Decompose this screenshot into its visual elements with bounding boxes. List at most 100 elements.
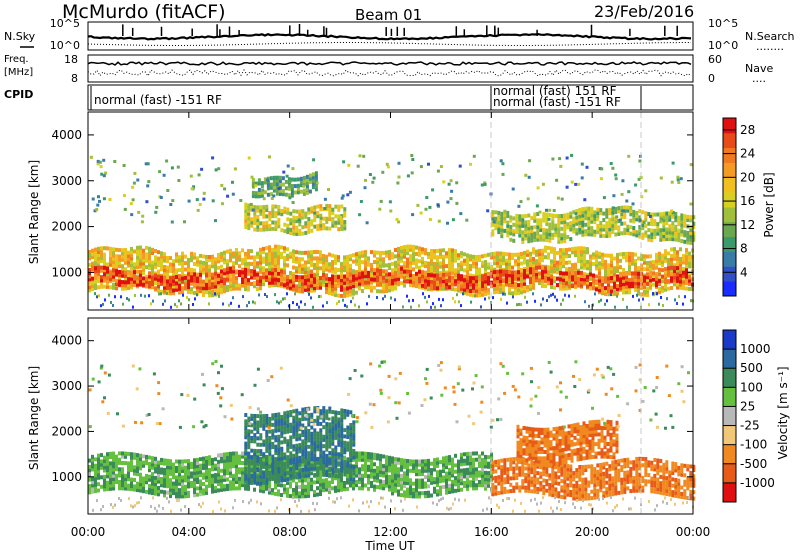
power-cell — [664, 249, 667, 253]
cpid-segment-1: normal (fast) -151 RF — [94, 93, 222, 107]
velocity-cell — [151, 472, 154, 476]
power-cell — [196, 198, 199, 201]
power-cell — [106, 246, 109, 250]
power-cell — [641, 210, 644, 214]
power-cell — [614, 233, 617, 237]
power-cell — [235, 248, 238, 252]
velocity-cell — [145, 455, 148, 459]
power-cell — [343, 207, 346, 211]
velocity-cell — [364, 484, 367, 488]
power-cell — [628, 278, 631, 282]
power-cell — [259, 276, 262, 280]
power-cell — [352, 269, 355, 273]
power-cell — [656, 213, 659, 217]
power-cell — [252, 191, 255, 195]
power-cell — [598, 276, 601, 280]
power-cell — [220, 269, 223, 273]
power-cell — [462, 292, 464, 295]
velocity-cell — [220, 475, 223, 479]
power-cell — [262, 257, 265, 261]
power-cell — [480, 305, 482, 308]
power-cell — [190, 175, 193, 178]
power-cell — [370, 250, 373, 254]
velocity-cell — [133, 484, 136, 488]
power-cell — [280, 245, 283, 249]
power-cell — [241, 258, 244, 262]
noise-tick-left-top: 10^5 — [50, 17, 80, 30]
power-cell — [683, 240, 686, 244]
power-cell — [151, 261, 154, 265]
power-cell — [132, 198, 135, 201]
power-cell — [454, 268, 457, 272]
velocity-cell — [121, 467, 124, 471]
power-cell — [258, 293, 260, 296]
power-cell — [514, 270, 517, 274]
power-cell — [217, 266, 220, 270]
power-cell — [194, 297, 196, 300]
power-cell — [403, 261, 406, 265]
power-cell — [203, 192, 206, 195]
velocity-cell — [169, 478, 172, 482]
power-cell — [610, 286, 613, 290]
power-cell — [91, 249, 94, 253]
velocity-cell — [370, 481, 373, 485]
power-cell — [280, 209, 283, 213]
velocity-cell — [136, 453, 139, 457]
power-cell — [586, 166, 589, 169]
power-cell — [596, 208, 599, 212]
power-cell — [613, 266, 616, 270]
power-cell — [133, 172, 136, 175]
power-cell — [574, 247, 577, 251]
power-cell — [402, 305, 404, 308]
power-cell — [547, 252, 550, 256]
velocity-cell — [382, 455, 385, 459]
power-cell — [682, 254, 685, 258]
velocity-cell — [145, 490, 148, 494]
power-cell — [144, 295, 146, 298]
power-cell — [670, 286, 673, 290]
power-cell — [349, 273, 352, 277]
power-cell — [646, 282, 649, 286]
power-cell — [529, 267, 532, 271]
power-cell — [442, 298, 444, 301]
velocity-cell — [226, 452, 229, 456]
power-cell — [604, 260, 607, 264]
power-cell — [340, 275, 343, 279]
power-cell — [682, 271, 685, 275]
power-cell — [463, 252, 466, 256]
nave-tick-bottom: 0 — [708, 72, 715, 85]
power-cell — [600, 167, 603, 170]
power-cell — [170, 306, 172, 309]
power-cell — [472, 255, 475, 259]
power-cell — [242, 295, 244, 298]
power-cell — [199, 273, 202, 277]
power-cell — [572, 217, 575, 221]
power-cell — [581, 176, 584, 179]
velocity-cell — [241, 452, 244, 456]
velocity-cell — [214, 457, 217, 461]
power-cell — [538, 266, 541, 270]
power-cell — [539, 211, 542, 214]
power-cell — [200, 168, 203, 171]
power-cell — [316, 250, 319, 254]
power-cell — [304, 260, 307, 264]
power-cell — [96, 204, 99, 207]
power-cell — [218, 295, 220, 298]
power-cell — [352, 289, 355, 293]
power-cell — [553, 276, 556, 280]
power-cell — [473, 155, 476, 158]
power-cell — [494, 217, 497, 221]
power-cell — [517, 253, 520, 257]
power-cell — [250, 203, 253, 206]
power-cell — [124, 280, 127, 284]
velocity-cell — [376, 466, 379, 470]
power-cell — [229, 267, 232, 271]
velocity-cell — [190, 481, 193, 485]
power-cell — [274, 245, 277, 249]
power-cell — [208, 302, 210, 305]
power-cell — [667, 258, 670, 262]
power-cell — [104, 298, 106, 301]
velocity-cell — [346, 487, 349, 491]
power-cell — [109, 198, 112, 201]
power-cell — [100, 275, 103, 279]
